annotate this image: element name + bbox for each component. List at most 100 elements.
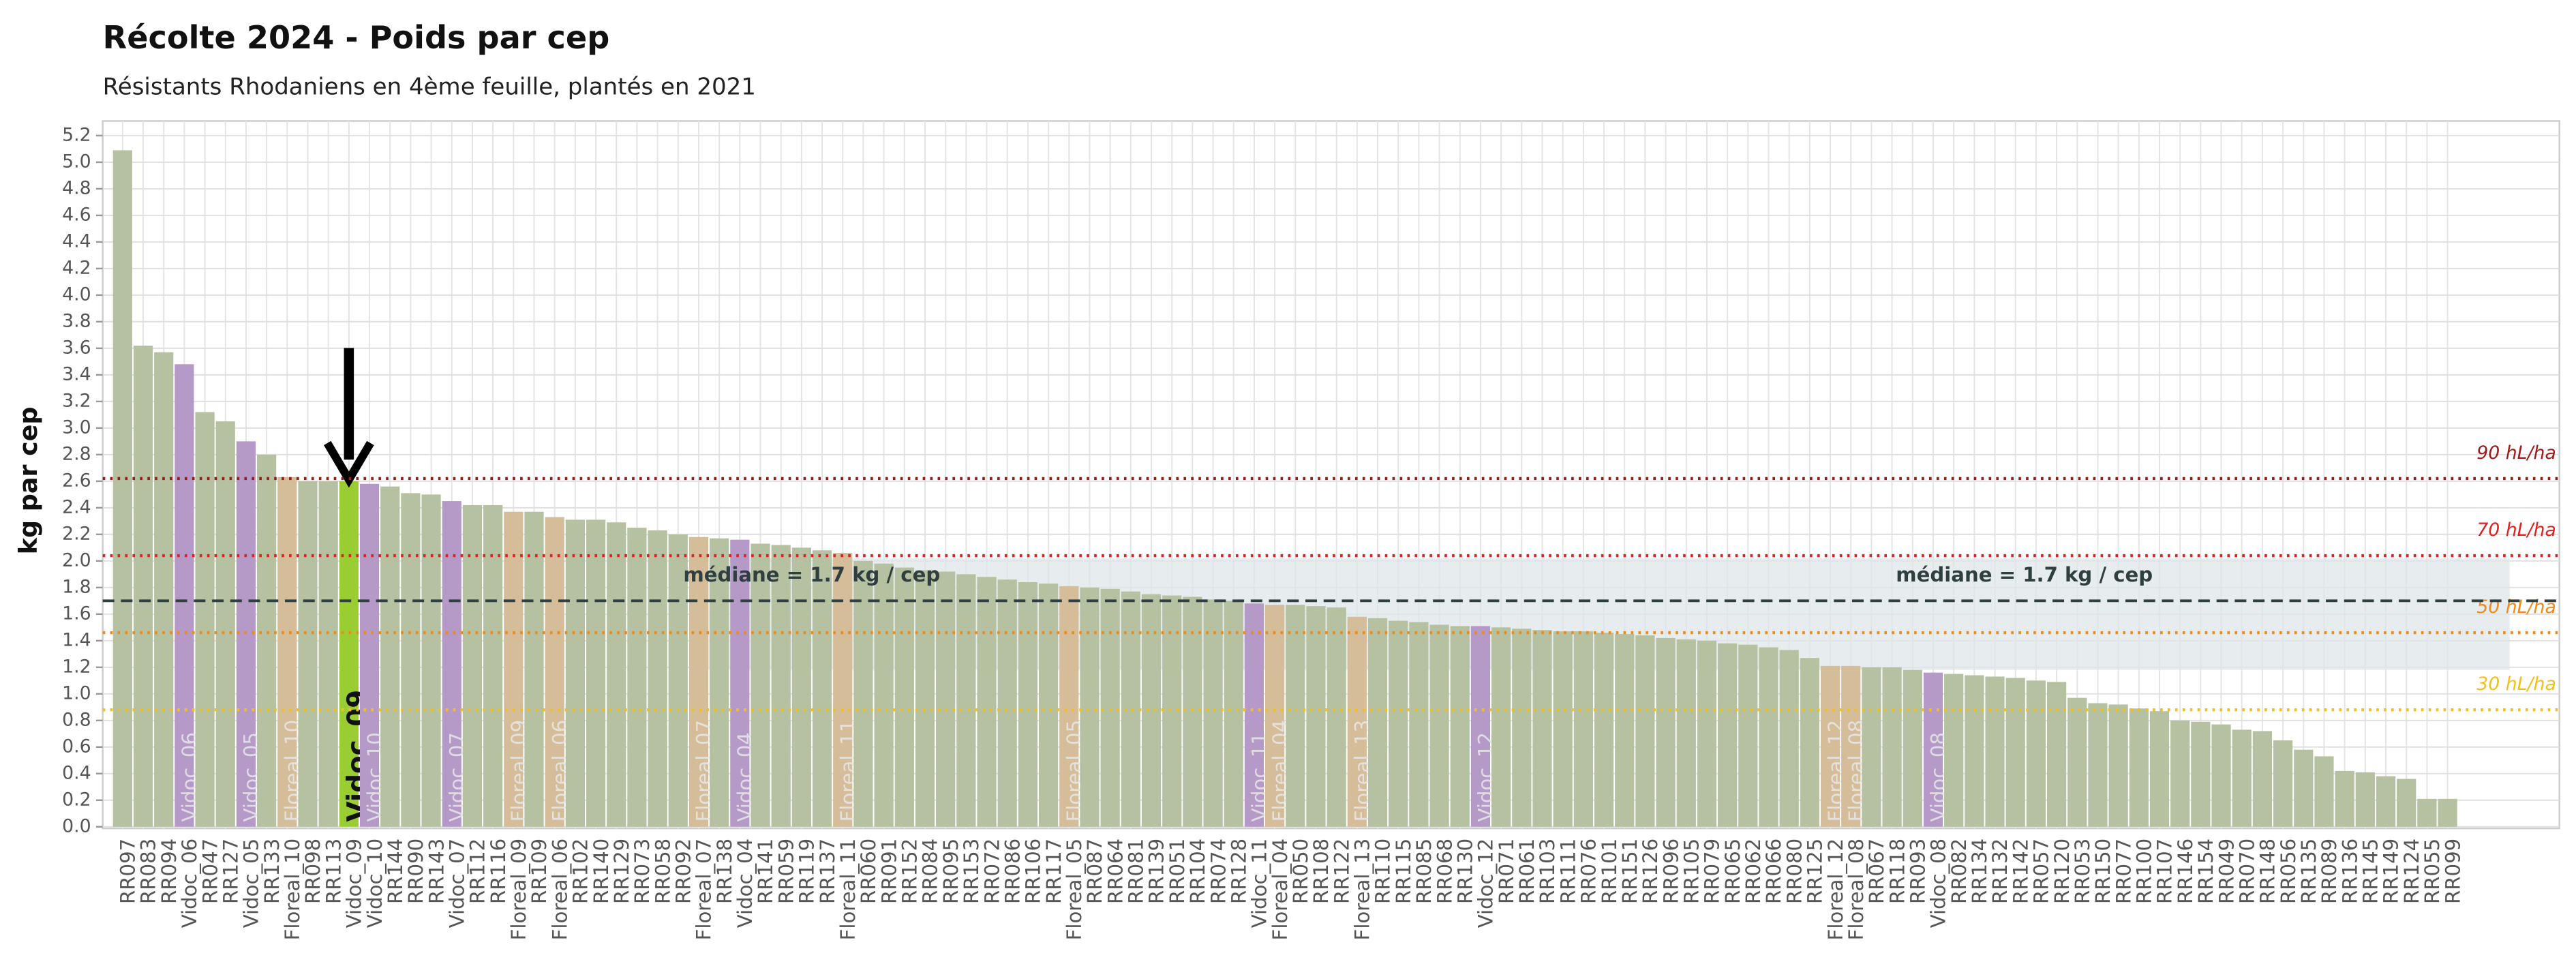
- y-tick-label: 1.2: [62, 656, 91, 677]
- x-tick-label: Vidoc_10: [363, 839, 387, 928]
- y-tick-label: 4.2: [62, 257, 91, 278]
- bar: [1327, 607, 1346, 827]
- y-tick-label: 4.0: [62, 284, 91, 305]
- bar: [2170, 720, 2190, 827]
- x-tick-label: RR109: [528, 839, 551, 904]
- y-tick-label: 0.6: [62, 736, 91, 757]
- y-tick-label: 2.4: [62, 496, 91, 517]
- y-tick-label: 1.6: [62, 603, 91, 624]
- bar: [1306, 606, 1326, 827]
- x-tick-label: RR127: [219, 839, 242, 904]
- x-tick-label: RR148: [2256, 839, 2279, 904]
- x-tick-label: RR056: [2277, 839, 2300, 904]
- x-tick-label: RR104: [1186, 839, 1209, 904]
- y-tick-label: 0.4: [62, 762, 91, 783]
- bar: [894, 567, 914, 827]
- x-tick-label: Floreal_05: [1063, 839, 1086, 941]
- bar: [2252, 731, 2273, 827]
- x-tick-label: RR066: [1762, 839, 1785, 904]
- bar: [2335, 770, 2354, 827]
- bar: [1594, 633, 1614, 827]
- bar: [175, 364, 194, 827]
- y-tick-label: 4.6: [62, 204, 91, 225]
- x-tick-label: RR076: [1577, 839, 1601, 904]
- x-tick-label: RR106: [1022, 839, 1045, 904]
- bar: [1841, 665, 1861, 827]
- bar: [2232, 729, 2252, 827]
- reference-label: 90 hL/ha: [2476, 442, 2556, 464]
- x-tick-label: RR138: [713, 839, 736, 904]
- bar: [1470, 626, 1491, 827]
- x-tick-label: RR064: [1104, 839, 1127, 904]
- y-tick-label: 3.0: [62, 417, 91, 438]
- x-tick-label: RR098: [301, 839, 324, 904]
- bar: [1100, 588, 1120, 827]
- x-tick-label: RR070: [2235, 839, 2258, 904]
- x-tick-label: RR120: [2050, 839, 2074, 904]
- bar: [1635, 635, 1655, 827]
- x-tick-label: Vidoc_06: [178, 839, 201, 928]
- x-tick-label: RR080: [1783, 839, 1806, 904]
- x-tick-label: RR126: [1639, 839, 1662, 904]
- x-tick-label: RR100: [2133, 839, 2156, 904]
- bar: [380, 486, 400, 827]
- y-tick-label: 0.0: [62, 815, 91, 836]
- bar: [1059, 586, 1079, 827]
- bar: [1615, 634, 1635, 827]
- bar: [359, 483, 380, 827]
- y-tick-label: 1.0: [62, 682, 91, 704]
- x-tick-label: RR125: [1804, 839, 1827, 904]
- bar: [442, 501, 461, 827]
- bar: [2046, 682, 2067, 827]
- y-tick-label: 2.0: [62, 549, 91, 571]
- bar: [112, 150, 132, 827]
- bar: [1573, 631, 1593, 827]
- bar: [483, 504, 503, 827]
- bar: [771, 545, 791, 827]
- x-tick-label: RR129: [610, 839, 633, 904]
- bar: [1389, 620, 1408, 827]
- bar: [915, 570, 935, 827]
- plot-frame: [102, 120, 2560, 830]
- bar: [1080, 587, 1100, 827]
- chart-subtitle: Résistants Rhodaniens en 4ème feuille, p…: [103, 73, 756, 100]
- x-tick-label: RR055: [2421, 839, 2444, 904]
- bar: [997, 579, 1017, 827]
- x-tick-label: RR119: [795, 839, 819, 904]
- x-tick-label: RR089: [2318, 839, 2341, 904]
- bar: [2005, 678, 2025, 827]
- bar: [751, 543, 770, 827]
- bar: [977, 577, 997, 827]
- y-axis-label: kg par cep: [14, 406, 43, 554]
- bar: [688, 537, 709, 827]
- bar: [1923, 672, 1943, 827]
- x-tick-label: RR051: [1166, 839, 1189, 904]
- x-tick-label: Vidoc_04: [733, 839, 757, 928]
- bar: [1347, 616, 1367, 827]
- bar: [1985, 676, 2005, 827]
- bar: [833, 553, 853, 827]
- x-tick-label: RR062: [1742, 839, 1765, 904]
- bar: [2108, 704, 2128, 827]
- x-tick-label: RR097: [117, 839, 140, 904]
- x-tick-label: RR081: [1125, 839, 1148, 904]
- bar: [1491, 627, 1511, 827]
- bar: [1203, 599, 1223, 827]
- x-tick-label: Floreal_12: [1824, 839, 1847, 941]
- bar: [627, 528, 647, 827]
- x-tick-label: RR065: [1721, 839, 1744, 904]
- x-tick-label: RR095: [939, 839, 963, 904]
- bar: [298, 481, 318, 827]
- bar: [1676, 639, 1696, 827]
- bar: [648, 530, 667, 827]
- x-tick-label: RR068: [1433, 839, 1456, 904]
- x-tick-label: RR150: [2091, 839, 2115, 904]
- bar: [956, 574, 976, 827]
- x-tick-label: RR113: [322, 839, 345, 904]
- bar: [1429, 624, 1449, 827]
- x-tick-label: RR116: [487, 839, 510, 904]
- x-tick-label: RR142: [2009, 839, 2032, 904]
- bar: [257, 454, 277, 827]
- x-tick-label: RR067: [1865, 839, 1888, 904]
- bar: [1367, 618, 1388, 827]
